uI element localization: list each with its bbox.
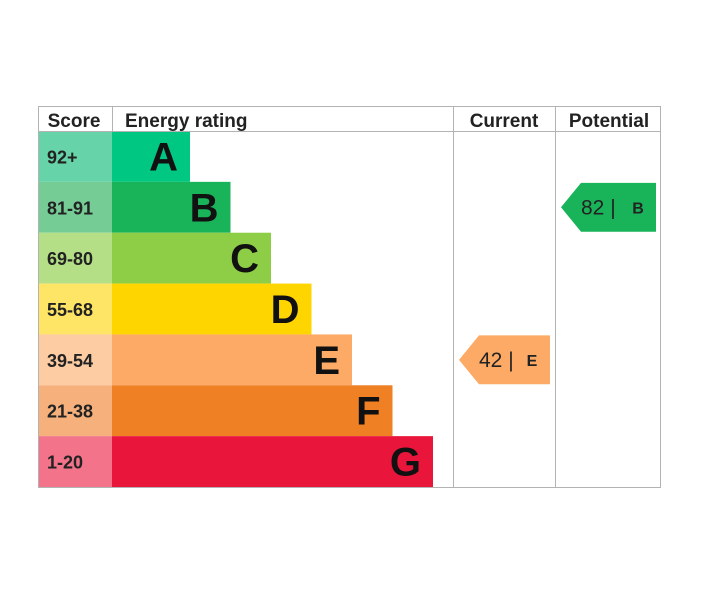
score-cell-f bbox=[38, 385, 112, 437]
score-label-f: 21-38 bbox=[47, 402, 93, 422]
score-cell-c bbox=[38, 232, 112, 284]
rating-letter-f: F bbox=[356, 390, 380, 434]
rating-arrows: 42 | E 82 | B bbox=[459, 182, 656, 385]
rating-bar-f bbox=[112, 385, 393, 437]
rating-bar-c bbox=[112, 232, 271, 284]
score-cell-e bbox=[38, 334, 112, 386]
header-score: Score bbox=[48, 111, 101, 132]
rating-bar-d bbox=[112, 283, 312, 335]
rating-letter-g: G bbox=[390, 441, 421, 485]
rating-letter-a: A bbox=[149, 135, 178, 179]
score-cell-d bbox=[38, 283, 112, 335]
score-cell-a bbox=[38, 131, 112, 182]
rating-letter-d: D bbox=[271, 288, 300, 332]
current-rating-arrow bbox=[459, 335, 550, 385]
score-cell-g bbox=[38, 436, 112, 487]
chart-frame bbox=[38, 106, 661, 488]
header-current: Current bbox=[470, 111, 539, 132]
header-energy-rating: Energy rating bbox=[125, 111, 247, 132]
rating-bar-e bbox=[112, 334, 352, 386]
score-cell-b bbox=[38, 181, 112, 233]
current-rating-value: 42 | bbox=[479, 349, 514, 372]
potential-rating-letter: B bbox=[632, 200, 644, 217]
score-label-c: 69-80 bbox=[47, 249, 93, 269]
current-rating-letter: E bbox=[527, 353, 538, 370]
rating-letter-c: C bbox=[230, 237, 259, 281]
score-label-b: 81-91 bbox=[47, 198, 93, 218]
rating-bar-a bbox=[112, 131, 190, 182]
score-label-e: 39-54 bbox=[47, 351, 93, 371]
rating-bands: 92+ A 81-91 B 69-80 C 55-68 D 39-54 E 21-38 F 1-20 G bbox=[38, 131, 433, 487]
score-label-a: 92+ bbox=[47, 147, 78, 167]
rating-letter-e: E bbox=[313, 339, 340, 383]
header-potential: Potential bbox=[569, 111, 649, 132]
potential-rating-value: 82 | bbox=[581, 196, 616, 219]
score-label-g: 1-20 bbox=[47, 453, 83, 473]
rating-letter-b: B bbox=[190, 186, 219, 230]
rating-bar-g bbox=[112, 436, 433, 487]
score-label-d: 55-68 bbox=[47, 300, 93, 320]
rating-bar-b bbox=[112, 181, 231, 233]
potential-rating-arrow bbox=[561, 182, 656, 232]
table-border bbox=[38, 106, 661, 488]
